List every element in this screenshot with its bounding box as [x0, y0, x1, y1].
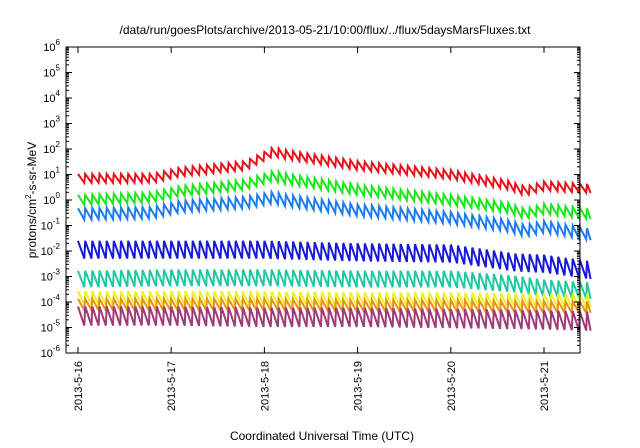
series-line-0 — [77, 145, 592, 198]
x-tick-label: 2013-5-16 — [73, 361, 85, 411]
y-tick-label: 102 — [43, 140, 60, 156]
x-tick-label: 2013-5-19 — [353, 361, 365, 411]
y-axis-label-sup: 2 — [24, 194, 33, 199]
series-line-2 — [77, 188, 592, 244]
y-axis-label: protons/cm2-s-sr-MeV — [24, 142, 39, 258]
y-tick-label: 104 — [43, 89, 60, 105]
y-tick-label: 10-5 — [41, 319, 61, 335]
y-tick-label: 101 — [43, 166, 60, 182]
x-axis-label: Coordinated Universal Time (UTC) — [230, 429, 414, 443]
series-line-7 — [77, 306, 592, 331]
y-tick-label: 106 — [43, 38, 60, 54]
y-tick-label: 10-1 — [41, 217, 61, 233]
y-axis-label-suffix: -s-sr-MeV — [25, 142, 39, 195]
y-tick-label: 10-4 — [41, 293, 61, 309]
x-tick-label: 2013-5-20 — [446, 361, 458, 411]
x-tick-label: 2013-5-21 — [539, 361, 551, 411]
x-tick-label: 2013-5-18 — [259, 361, 271, 411]
x-tick-label: 2013-5-17 — [166, 361, 178, 411]
y-tick-label: 100 — [43, 191, 60, 207]
y-tick-label: 10-6 — [41, 344, 61, 360]
series-line-1 — [77, 168, 592, 222]
series-line-4 — [77, 269, 592, 300]
chart-title: /data/run/goesPlots/archive/2013-05-21/1… — [120, 23, 532, 37]
y-tick-label: 10-2 — [41, 242, 61, 258]
x-axis: 2013-5-16 2013-5-17 2013-5-18 2013-5-19 2013… — [73, 47, 551, 411]
y-axis-label-prefix: protons/cm — [25, 199, 39, 258]
y-tick-label: 103 — [43, 115, 60, 131]
y-tick-label: 105 — [43, 64, 60, 80]
series-layer — [77, 145, 592, 331]
y-axis: 106 105 104 103 102 101 100 10-1 10-2 10-3 10-4 10-… — [41, 38, 580, 360]
series-line-3 — [77, 240, 592, 280]
series-line-5 — [77, 290, 592, 309]
y-tick-label: 10-3 — [41, 268, 61, 284]
